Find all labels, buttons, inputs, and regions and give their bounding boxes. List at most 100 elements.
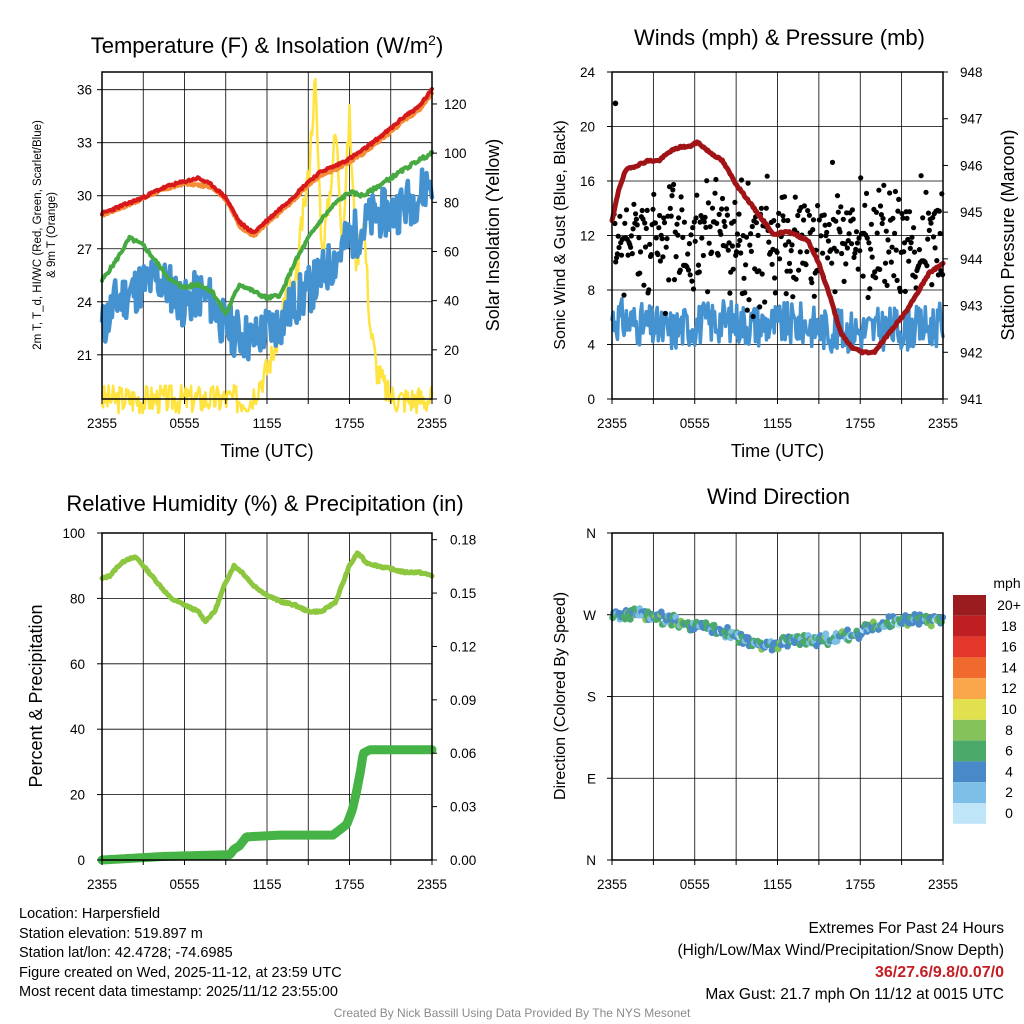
gust-point — [663, 244, 669, 250]
gust-point — [911, 249, 918, 255]
gust-point — [641, 282, 647, 288]
gust-point — [653, 235, 659, 241]
gust-point — [810, 227, 816, 233]
temp-y2tick-label: 60 — [444, 244, 459, 259]
gust-point — [758, 205, 765, 211]
gust-point — [894, 277, 900, 283]
gust-point — [906, 258, 912, 264]
dewpoint-line — [100, 150, 434, 316]
legend-swatch — [953, 761, 986, 783]
legend-swatch — [953, 699, 986, 720]
gust-point — [703, 224, 709, 230]
gust-point — [796, 267, 802, 273]
gust-point — [755, 232, 761, 238]
gust-point — [860, 273, 866, 279]
gust-point — [732, 199, 738, 205]
extremes-values: 36/27.6/9.8/0.07/0 — [875, 964, 1004, 981]
gust-point — [687, 272, 693, 278]
gust-point — [709, 205, 716, 211]
gust-point — [726, 240, 732, 246]
temp-ylabel-2: & 9m T (Orange) — [46, 192, 58, 278]
gust-point — [815, 203, 821, 209]
temp-xtick-label: 1755 — [334, 416, 364, 431]
gust-point — [757, 304, 763, 310]
gust-point — [706, 240, 712, 246]
rh-chart-title: Relative Humidity (%) & Precipitation (i… — [66, 491, 463, 516]
gust-point — [685, 267, 692, 273]
gust-point — [818, 233, 824, 239]
gust-point — [719, 206, 725, 212]
gust-point — [696, 269, 702, 275]
gust-point — [733, 249, 740, 255]
gust-point — [934, 258, 940, 264]
gust-point — [883, 228, 889, 234]
dir-xtick-label: 1755 — [845, 877, 875, 892]
gust-point — [656, 225, 662, 231]
wind-xtick-label: 2355 — [928, 416, 958, 431]
gust-point — [804, 249, 810, 255]
gust-point — [618, 252, 625, 258]
gust-point — [748, 231, 754, 237]
gust-point — [650, 206, 656, 212]
dir-xtick-label: 2355 — [928, 877, 958, 892]
gust-point — [695, 262, 702, 268]
gust-point — [738, 177, 745, 183]
gust-point — [810, 217, 817, 223]
gust-point — [869, 254, 875, 260]
gust-point — [882, 260, 889, 266]
gust-point — [880, 215, 886, 222]
gust-point — [690, 286, 697, 292]
gust-point — [902, 288, 908, 294]
wind-ylabel-right: Station Pressure (Maroon) — [998, 129, 1018, 340]
gust-point — [769, 261, 775, 267]
gust-point — [727, 290, 733, 296]
wind-ytick-label: 12 — [580, 229, 595, 244]
gust-point — [932, 245, 938, 251]
gust-point — [730, 266, 736, 272]
legend-swatch — [953, 657, 986, 679]
gust-point — [762, 299, 768, 305]
gust-point — [702, 214, 708, 220]
gust-point — [775, 222, 781, 229]
gust-point — [918, 173, 924, 179]
legend-label: 4 — [1005, 763, 1013, 779]
gust-point — [764, 173, 770, 179]
gust-point — [829, 159, 836, 165]
gust-point — [689, 278, 695, 284]
gust-point — [868, 221, 875, 227]
gust-point — [862, 202, 868, 208]
gust-point — [697, 219, 703, 225]
gust-point — [877, 203, 884, 209]
gust-point — [622, 220, 628, 226]
gust-point — [776, 210, 782, 216]
gust-point — [849, 241, 855, 247]
gust-point — [938, 268, 944, 274]
gust-point — [855, 266, 861, 272]
wind-chart-title: Winds (mph) & Pressure (mb) — [634, 25, 925, 50]
gust-point — [673, 254, 679, 260]
temp-xtick-label: 1155 — [252, 416, 281, 431]
temp-y2tick-label: 80 — [444, 195, 459, 210]
gust-point — [920, 215, 926, 221]
gust-point — [644, 207, 650, 213]
gust-point — [881, 182, 887, 188]
legend-label: 10 — [1001, 701, 1017, 717]
rh-xtick-label: 2355 — [417, 877, 447, 892]
legend-label: 20+ — [997, 597, 1021, 613]
gust-point — [837, 229, 843, 235]
gust-point — [786, 260, 793, 266]
gust-point — [886, 249, 892, 255]
gust-point — [851, 254, 857, 260]
gust-point — [763, 205, 769, 211]
gust-point — [774, 249, 780, 255]
gust-point — [786, 239, 792, 245]
gust-point — [895, 208, 901, 214]
gust-point — [856, 235, 862, 241]
gust-point — [633, 211, 639, 217]
gust-point — [685, 251, 691, 257]
gust-point — [889, 244, 895, 250]
gust-point — [801, 217, 807, 223]
gust-point — [723, 243, 729, 249]
gust-point — [907, 245, 913, 251]
gust-point — [816, 217, 822, 223]
